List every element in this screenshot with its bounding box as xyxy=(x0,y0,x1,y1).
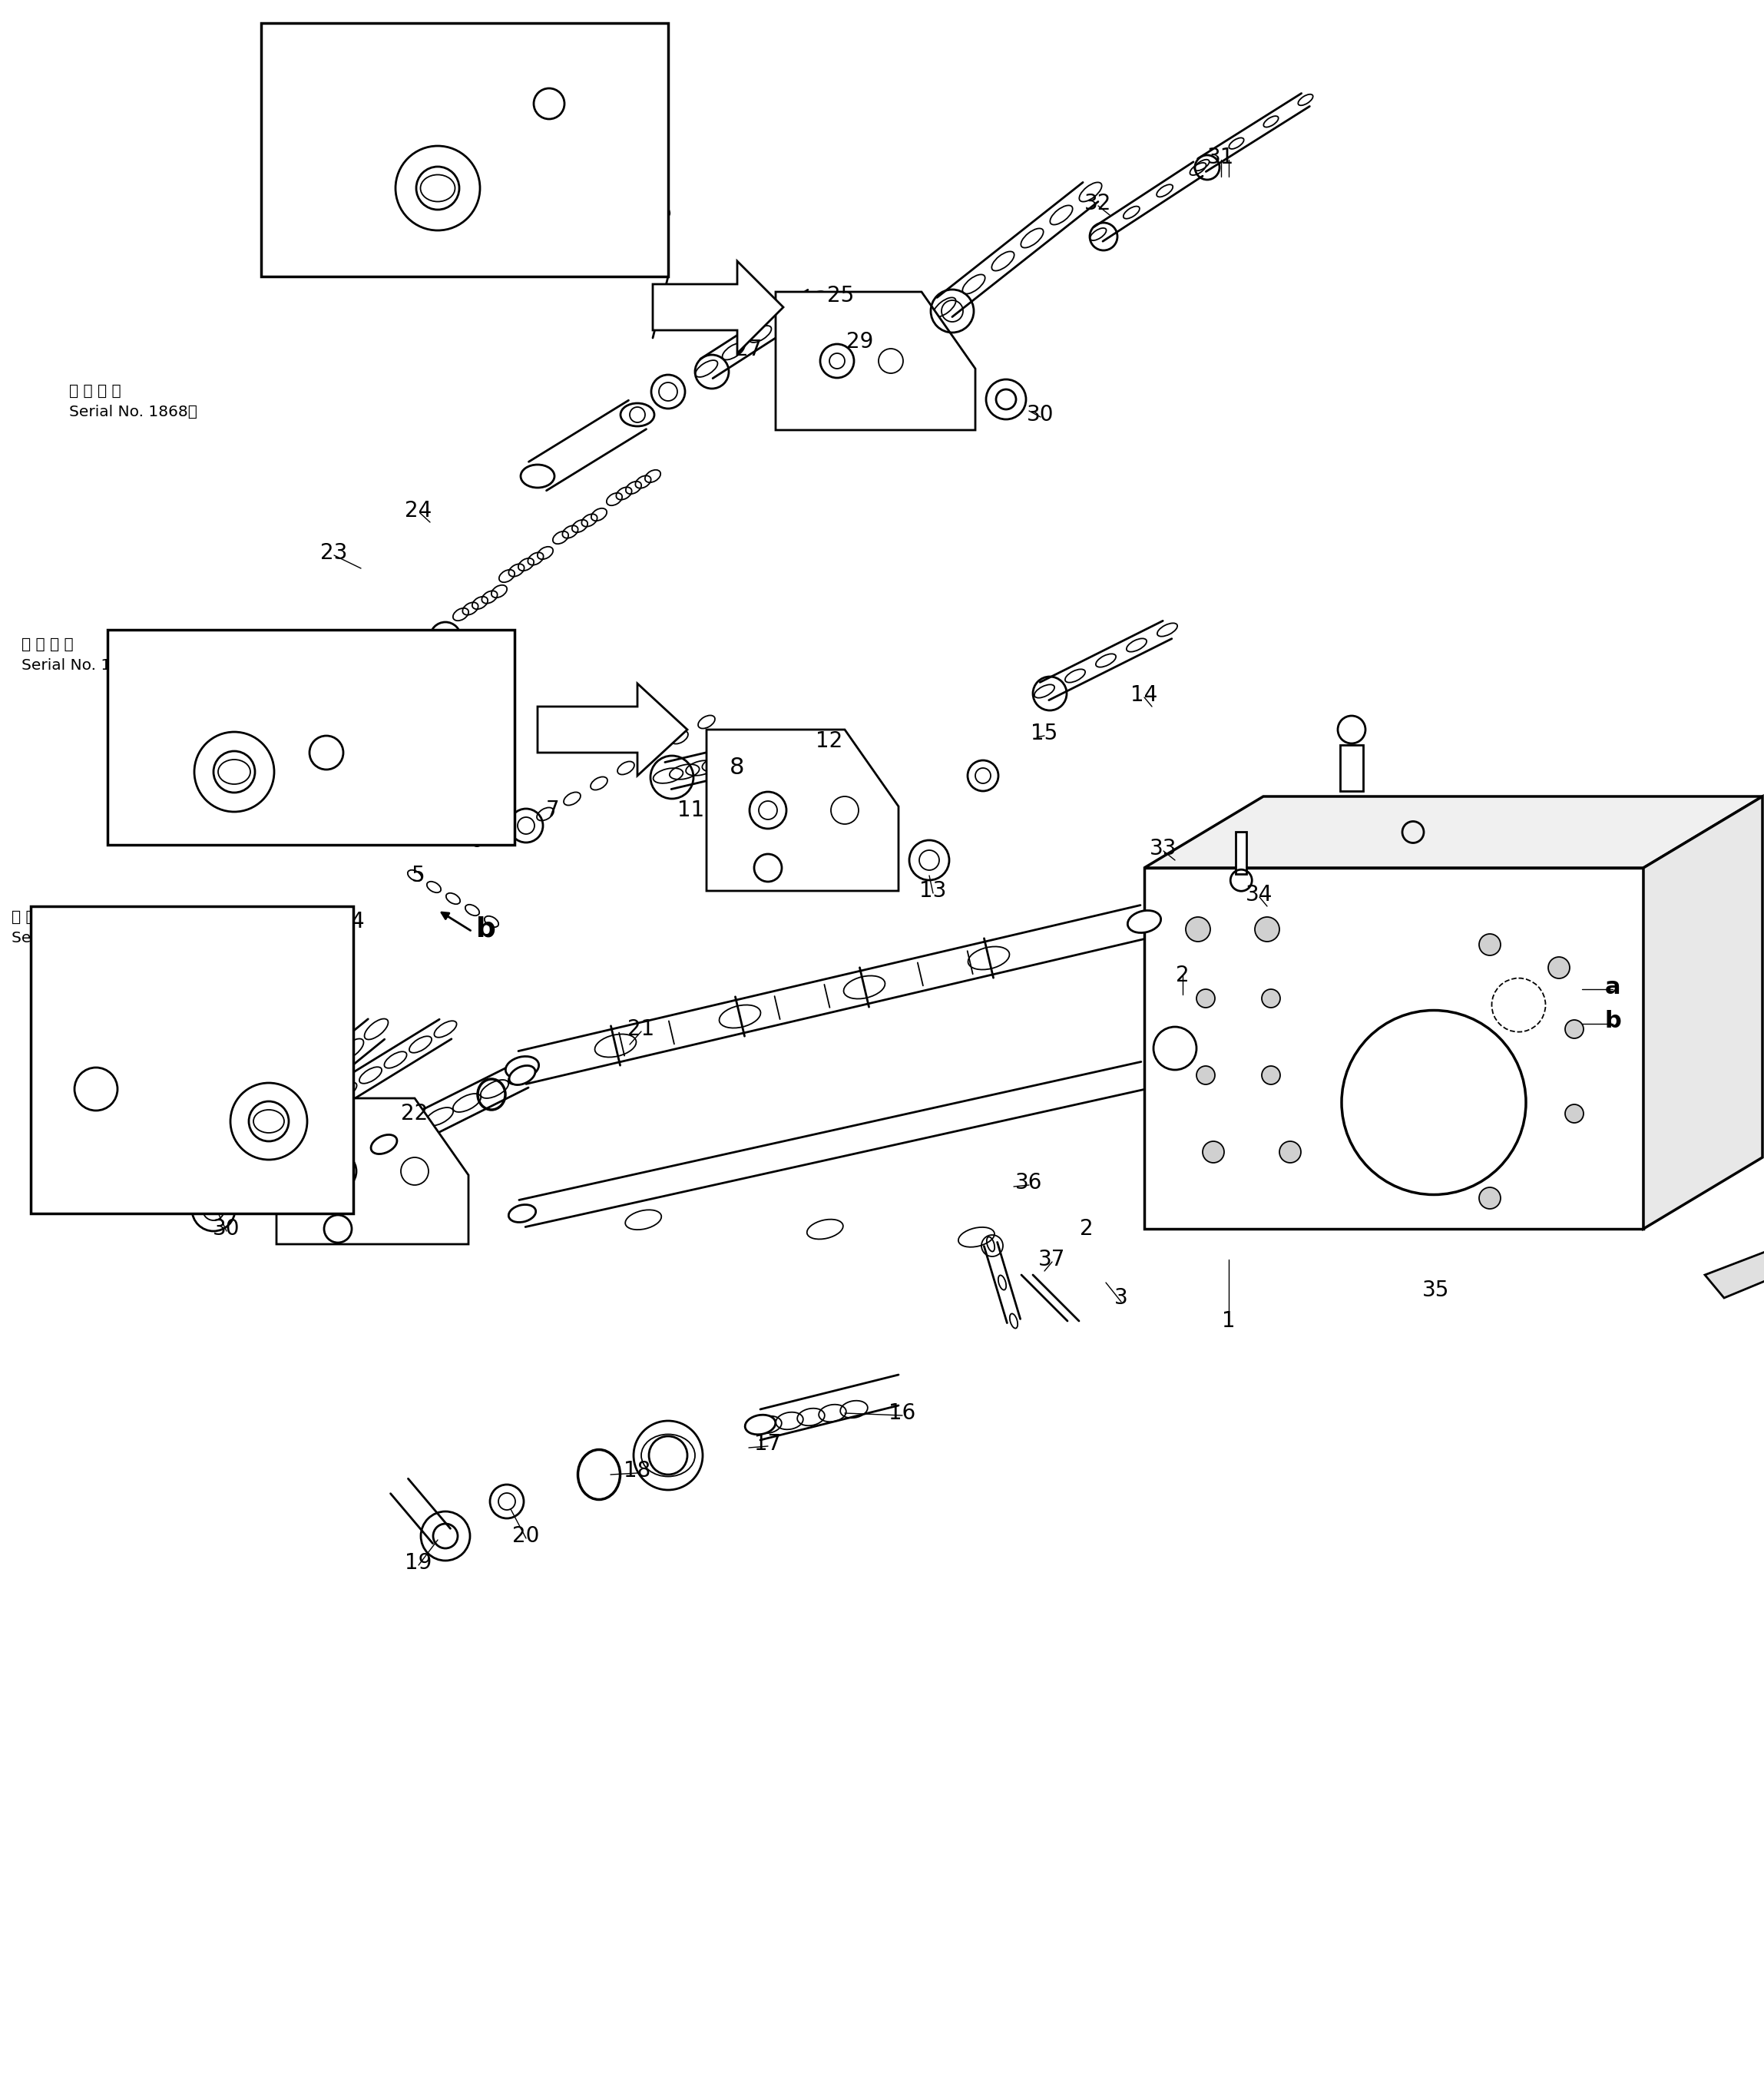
Polygon shape xyxy=(1644,796,1762,1228)
Ellipse shape xyxy=(510,1065,534,1084)
Polygon shape xyxy=(1145,796,1762,867)
Text: 28: 28 xyxy=(69,963,97,986)
Text: 16: 16 xyxy=(889,1402,916,1425)
Text: 4: 4 xyxy=(351,911,363,932)
Text: 8: 8 xyxy=(730,756,744,779)
Text: 28: 28 xyxy=(363,63,390,84)
Text: 11: 11 xyxy=(677,800,704,821)
Text: 31: 31 xyxy=(64,1113,90,1136)
Text: 29: 29 xyxy=(259,1126,286,1147)
Text: 29: 29 xyxy=(847,330,873,353)
Circle shape xyxy=(1203,1141,1224,1164)
Text: 適 用 号 機
Serial No. 1868～: 適 用 号 機 Serial No. 1868～ xyxy=(12,911,139,944)
Text: 28: 28 xyxy=(469,63,497,84)
Circle shape xyxy=(1478,934,1501,955)
Text: 25: 25 xyxy=(827,284,854,307)
Text: 23: 23 xyxy=(321,543,348,564)
Text: 2: 2 xyxy=(1177,965,1189,986)
Text: 2: 2 xyxy=(1080,1218,1094,1239)
Text: 13: 13 xyxy=(919,879,947,902)
Circle shape xyxy=(1565,1105,1584,1124)
Text: 35: 35 xyxy=(1422,1278,1450,1301)
Ellipse shape xyxy=(744,1414,776,1435)
Text: 33: 33 xyxy=(1150,838,1177,859)
Text: 18: 18 xyxy=(624,1460,651,1481)
Circle shape xyxy=(1185,917,1210,942)
Text: 3: 3 xyxy=(1115,1287,1127,1308)
Text: 36: 36 xyxy=(1016,1172,1043,1193)
Text: 30: 30 xyxy=(1027,403,1055,426)
Text: 9: 9 xyxy=(146,662,161,683)
Text: 27: 27 xyxy=(736,338,762,359)
Text: 26: 26 xyxy=(85,1176,111,1197)
Text: 10: 10 xyxy=(286,685,312,706)
Polygon shape xyxy=(707,729,898,890)
Text: 26: 26 xyxy=(323,111,404,167)
Text: 20: 20 xyxy=(513,1525,540,1546)
Text: 26: 26 xyxy=(199,961,228,982)
Ellipse shape xyxy=(520,464,554,487)
Bar xyxy=(30,907,353,1214)
Text: 32: 32 xyxy=(106,1053,132,1074)
Text: 37: 37 xyxy=(1039,1249,1065,1270)
Polygon shape xyxy=(1704,1189,1764,1297)
Circle shape xyxy=(1261,990,1281,1007)
Text: 5: 5 xyxy=(411,865,425,886)
Polygon shape xyxy=(653,261,783,353)
Text: 10: 10 xyxy=(369,779,395,800)
Polygon shape xyxy=(1145,867,1644,1228)
Ellipse shape xyxy=(508,1205,536,1222)
Text: 19: 19 xyxy=(406,1552,432,1573)
Circle shape xyxy=(1549,957,1570,978)
Text: 22: 22 xyxy=(400,1103,429,1124)
Text: 適 用 号 機
Serial No. 1868～: 適 用 号 機 Serial No. 1868～ xyxy=(21,637,150,673)
Text: 適 用 号 機
Serial No. 1868～: 適 用 号 機 Serial No. 1868～ xyxy=(69,384,198,420)
Text: 7: 7 xyxy=(547,800,559,821)
Circle shape xyxy=(1279,1141,1300,1164)
Circle shape xyxy=(1478,1187,1501,1210)
Text: 15: 15 xyxy=(1030,723,1058,744)
Text: 24: 24 xyxy=(406,499,432,522)
Bar xyxy=(261,23,669,276)
Text: 9: 9 xyxy=(153,700,169,721)
Text: 32: 32 xyxy=(1085,192,1111,215)
Circle shape xyxy=(1254,917,1279,942)
Text: b: b xyxy=(1605,1011,1621,1032)
Text: 14: 14 xyxy=(1131,685,1157,706)
Text: a: a xyxy=(415,671,434,696)
Ellipse shape xyxy=(506,1057,538,1078)
Circle shape xyxy=(1196,1065,1215,1084)
Text: 30: 30 xyxy=(213,1218,240,1239)
Text: 6: 6 xyxy=(469,829,483,852)
Bar xyxy=(1237,831,1247,873)
Polygon shape xyxy=(538,683,688,775)
Text: 34: 34 xyxy=(1245,884,1274,905)
Circle shape xyxy=(1565,1019,1584,1038)
Circle shape xyxy=(1196,990,1215,1007)
Text: 31: 31 xyxy=(1208,146,1235,169)
Text: 12: 12 xyxy=(817,731,843,752)
Text: a: a xyxy=(429,675,446,700)
Text: 25: 25 xyxy=(289,1076,318,1097)
Text: 1: 1 xyxy=(1222,1310,1235,1333)
Polygon shape xyxy=(277,1099,469,1245)
Bar xyxy=(108,629,515,844)
Text: 21: 21 xyxy=(628,1019,654,1040)
Text: 27: 27 xyxy=(312,1122,340,1143)
Circle shape xyxy=(1261,1065,1281,1084)
Text: 17: 17 xyxy=(755,1433,781,1454)
Polygon shape xyxy=(776,292,975,430)
Ellipse shape xyxy=(1127,911,1161,934)
Bar xyxy=(1341,746,1364,792)
Ellipse shape xyxy=(370,1134,397,1153)
Text: a: a xyxy=(1605,976,1621,999)
Text: b: b xyxy=(476,917,496,942)
